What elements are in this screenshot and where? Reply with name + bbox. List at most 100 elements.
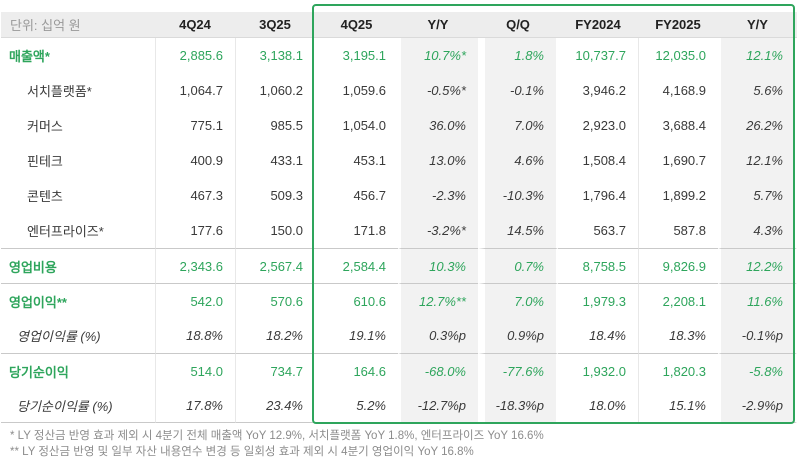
cell-value: 4,168.9 [638, 73, 718, 108]
cell-value: 610.6 [315, 283, 398, 318]
cell-value: -18.3%p [478, 388, 558, 423]
cell-value: 1,979.3 [558, 283, 638, 318]
row-label: 당기순이익 [1, 353, 155, 388]
cell-value: 2,567.4 [235, 248, 315, 283]
footnotes: * LY 정산금 반영 효과 제외 시 4분기 전체 매출액 YoY 12.9%… [10, 429, 544, 458]
cell-value: -3.2%* [398, 213, 478, 248]
cell-value: -0.1%p [718, 318, 797, 353]
cell-value: 1,899.2 [638, 178, 718, 213]
cell-value: -5.8% [718, 353, 797, 388]
cell-value: 467.3 [155, 178, 235, 213]
cell-value: 563.7 [593, 223, 626, 238]
cell-value: 18.2% [235, 318, 315, 353]
cell-value: 4.6% [478, 143, 558, 178]
cell-value: 2,885.6 [155, 38, 235, 73]
cell-value: 2,343.6 [155, 248, 235, 283]
row-label: 엔터프라이즈* [27, 224, 104, 239]
cell-value: 734.7 [235, 353, 315, 388]
footnote-1: * LY 정산금 반영 효과 제외 시 4분기 전체 매출액 YoY 12.9%… [10, 430, 544, 442]
cell-value: -12.7%p [398, 388, 478, 423]
cell-value: 18.3% [638, 318, 718, 353]
row-label: 서치플랫폼* [27, 84, 92, 99]
cell-value: 587.8 [638, 213, 718, 248]
cell-value: 1,690.7 [638, 143, 718, 178]
table-row: 커머스 775.1 985.5 1,054.0 36.0% 7.0% 2,923.0 3,68… [1, 108, 797, 143]
cell-value: 433.1 [235, 143, 315, 178]
unit-label: 단위: 십억 원 [1, 12, 155, 38]
cell-value: 18.8% [155, 318, 235, 353]
cell-value: 1,059.6 [342, 83, 386, 98]
cell-value: -2.9%p [718, 388, 797, 423]
cell-value: 542.0 [155, 283, 235, 318]
footnote-2: ** LY 정산금 반영 및 일부 자산 내용연수 변경 등 일회성 효과 제외… [10, 445, 474, 458]
cell-value: 11.6% [718, 283, 797, 318]
row-label: 핀테크 [27, 154, 63, 169]
cell-value: -10.3% [478, 178, 558, 213]
cell-value: 509.3 [235, 178, 315, 213]
row-label: 영업이익** [1, 283, 155, 318]
financial-results-table: 단위: 십억 원 4Q24 3Q25 4Q25 Y/Y Q/Q FY2024 F… [1, 12, 797, 423]
cell-value: 10,737.7 [575, 48, 626, 63]
cell-value: 164.6 [315, 353, 398, 388]
cell-value: 1,064.7 [155, 73, 235, 108]
cell-value: 150.0 [235, 213, 315, 248]
table-row: 엔터프라이즈* 177.6 150.0 171.8 -3.2%* 14.5% 563.7 58… [1, 213, 797, 248]
cell-value: 1,508.4 [582, 153, 626, 168]
cell-value: 9,826.9 [638, 248, 718, 283]
cell-value: 0.9%p [478, 318, 558, 353]
cell-value: 0.3%p [398, 318, 478, 353]
row-label: 매출액* [9, 49, 50, 64]
cell-value: 1,932.0 [558, 353, 638, 388]
cell-value: 2,208.1 [638, 283, 718, 318]
cell-value: 23.4% [235, 388, 315, 423]
cell-value: 10.7%* [398, 38, 478, 73]
cell-value: 1,060.2 [235, 73, 315, 108]
cell-value: 15.1% [638, 388, 718, 423]
table-row: 매출액* 2,885.6 3,138.1 3,195.1 10.7%* 1.8% 10,73… [1, 38, 797, 73]
cell-value: 3,195.1 [342, 48, 386, 63]
cell-value: 985.5 [235, 108, 315, 143]
cell-value: 453.1 [353, 153, 386, 168]
cell-value: 18.4% [589, 328, 626, 343]
cell-value: 17.8% [155, 388, 235, 423]
table-row: 서치플랫폼* 1,064.7 1,060.2 1,059.6 -0.5%* -0.1% 3,… [1, 73, 797, 108]
column-header-yy: Y/Y [398, 12, 478, 38]
table-row: 콘텐츠 467.3 509.3 456.7 -2.3% -10.3% 1,796.4 1,89… [1, 178, 797, 213]
cell-value: 12,035.0 [638, 38, 718, 73]
row-label: 커머스 [27, 119, 63, 134]
column-header-4q24: 4Q24 [155, 12, 235, 38]
table-row: 당기순이익률 (%) 17.8% 23.4% 5.2% -12.7%p -18.3%p 18… [1, 388, 797, 423]
cell-value: 3,688.4 [638, 108, 718, 143]
table-row: 당기순이익 514.0 734.7 164.6 -68.0% -77.6% 1,932.0 1… [1, 353, 797, 388]
cell-value: 400.9 [155, 143, 235, 178]
cell-value: -0.5%* [398, 73, 478, 108]
cell-value: 2,584.4 [315, 248, 398, 283]
cell-value: 514.0 [155, 353, 235, 388]
cell-value: -77.6% [478, 353, 558, 388]
cell-value: 18.0% [558, 388, 638, 423]
cell-value: 13.0% [398, 143, 478, 178]
column-header-4q25: 4Q25 [315, 12, 398, 38]
cell-value: -2.3% [398, 178, 478, 213]
cell-value: 14.5% [478, 213, 558, 248]
cell-value: 7.0% [478, 283, 558, 318]
table-header-row: 단위: 십억 원 4Q24 3Q25 4Q25 Y/Y Q/Q FY2024 F… [1, 12, 797, 38]
cell-value: 26.2% [718, 108, 797, 143]
cell-value: 2,923.0 [582, 118, 626, 133]
cell-value: 3,946.2 [582, 83, 626, 98]
cell-value: 12.1% [718, 38, 797, 73]
cell-value: 12.7%** [398, 283, 478, 318]
row-label: 콘텐츠 [27, 189, 63, 204]
cell-value: 0.7% [478, 248, 558, 283]
column-header-fy2024: FY2024 [558, 12, 638, 38]
cell-value: 3,138.1 [235, 38, 315, 73]
table-row: 핀테크 400.9 433.1 453.1 13.0% 4.6% 1,508.4 1,690.… [1, 143, 797, 178]
cell-value: 10.3% [398, 248, 478, 283]
cell-value: 7.0% [478, 108, 558, 143]
table-row: 영업이익률 (%) 18.8% 18.2% 19.1% 0.3%p 0.9%p 18.4% 1… [1, 318, 797, 353]
column-header-3q25: 3Q25 [235, 12, 315, 38]
cell-value: 36.0% [398, 108, 478, 143]
table-row: 영업비용 2,343.6 2,567.4 2,584.4 10.3% 0.7% 8,758.… [1, 248, 797, 283]
cell-value: 456.7 [353, 188, 386, 203]
